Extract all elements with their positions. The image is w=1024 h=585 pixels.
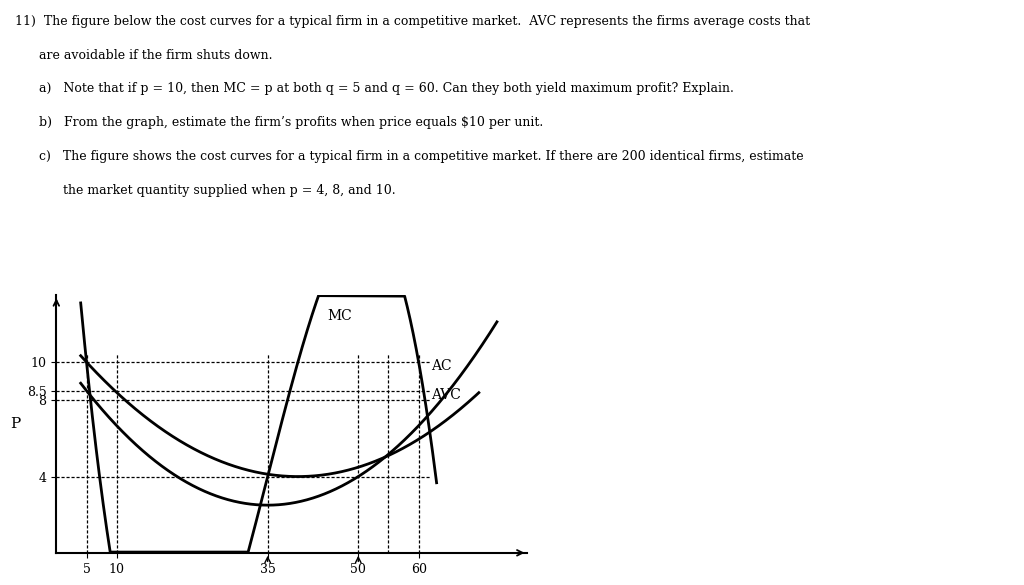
- Text: b)   From the graph, estimate the firm’s profits when price equals $10 per unit.: b) From the graph, estimate the firm’s p…: [15, 116, 544, 129]
- Text: AC: AC: [431, 359, 452, 373]
- Y-axis label: P: P: [10, 417, 20, 431]
- Text: are avoidable if the firm shuts down.: are avoidable if the firm shuts down.: [15, 49, 272, 61]
- Text: AVC: AVC: [431, 388, 461, 401]
- Text: c)   The figure shows the cost curves for a typical firm in a competitive market: c) The figure shows the cost curves for …: [15, 150, 804, 163]
- Text: a)   Note that if p = 10, then MC = p at both q = 5 and q = 60. Can they both yi: a) Note that if p = 10, then MC = p at b…: [15, 82, 734, 95]
- Text: the market quantity supplied when p = 4, 8, and 10.: the market quantity supplied when p = 4,…: [15, 184, 396, 197]
- Text: 11)  The figure below the cost curves for a typical firm in a competitive market: 11) The figure below the cost curves for…: [15, 15, 810, 27]
- Text: MC: MC: [328, 309, 352, 323]
